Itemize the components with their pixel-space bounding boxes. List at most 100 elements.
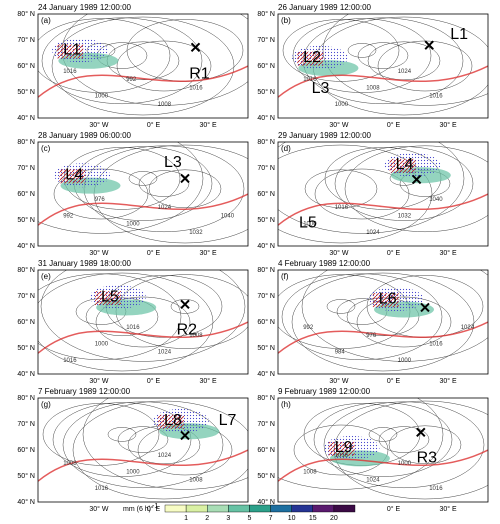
- lon-tick-label: 30° W: [89, 377, 109, 385]
- isobar: [291, 272, 475, 372]
- lon-tick-label: 30° W: [329, 377, 349, 385]
- panel-letter: (e): [41, 272, 51, 281]
- lat-tick-label: 80° N: [17, 10, 35, 18]
- front: [278, 321, 488, 354]
- feature-label: L4: [396, 156, 414, 173]
- feature-label: L7: [219, 412, 237, 429]
- panel-letter: (g): [41, 400, 51, 409]
- isobar: [148, 169, 222, 209]
- lon-tick-label: 0° E: [147, 505, 161, 513]
- lat-tick-label: 40° N: [257, 498, 275, 506]
- panel-date: 28 January 1989 06:00:00: [38, 131, 132, 140]
- feature-label: L6: [379, 290, 397, 307]
- lat-tick-label: 70° N: [257, 292, 275, 300]
- front: [38, 193, 248, 226]
- lat-tick-label: 80° N: [17, 266, 35, 274]
- lon-tick-label: 30° E: [439, 505, 457, 513]
- colorbar-tick-label: 15: [309, 515, 317, 522]
- map-layer: 1016 1000 1008 1024 1016: [278, 14, 488, 116]
- lon-tick-label: 0° E: [147, 249, 161, 257]
- site-cross: [190, 42, 201, 52]
- panel-date: 9 February 1989 12:00:00: [278, 387, 371, 396]
- contour-label: 1008: [303, 469, 317, 475]
- feature-label: L3: [312, 80, 330, 97]
- lat-tick-label: 50° N: [257, 472, 275, 480]
- contour-label: 1040: [429, 197, 443, 203]
- site-cross: [180, 173, 190, 184]
- isobar: [344, 145, 488, 233]
- feature-label: L8: [164, 412, 182, 429]
- lat-tick-label: 60° N: [17, 446, 35, 454]
- lat-tick-label: 70° N: [17, 420, 35, 428]
- hatch-area: [372, 293, 399, 308]
- isobar: [38, 18, 171, 93]
- feature-label: L1: [63, 42, 81, 59]
- contour-label: 992: [126, 77, 137, 83]
- lat-tick-label: 70° N: [257, 164, 275, 172]
- lon-tick-label: 0° E: [387, 505, 401, 513]
- contour-label: 1024: [398, 69, 412, 75]
- map-layer: 1000 1016 1024 1032 1040: [278, 142, 488, 244]
- site-cross: [180, 299, 190, 310]
- contour-label: 1016: [335, 453, 349, 459]
- contour-label: 1024: [158, 350, 172, 356]
- lon-tick-label: 0° E: [387, 121, 401, 129]
- contour-label: 1008: [63, 461, 77, 467]
- lon-tick-label: 30° E: [199, 121, 217, 129]
- map-layer: 1016 1000 992 1008 1016: [38, 14, 248, 116]
- contour-label: 1008: [189, 478, 203, 484]
- lon-tick-label: 30° W: [329, 121, 349, 129]
- lon-tick-label: 0° E: [147, 377, 161, 385]
- frame: [37, 13, 249, 119]
- panel: 1016 1000 1016 1024 1008 31 January 1989 18:0…: [17, 259, 249, 385]
- lat-tick-label: 50° N: [17, 216, 35, 224]
- lon-tick-label: 30° E: [439, 249, 457, 257]
- lat-tick-label: 80° N: [257, 138, 275, 146]
- lon-tick-label: 0° E: [147, 121, 161, 129]
- lat-tick-label: 70° N: [17, 164, 35, 172]
- lon-tick-label: 30° W: [89, 505, 109, 513]
- colorbar-swatch: [164, 504, 187, 513]
- map-bg: [38, 398, 248, 502]
- contour-label: 984: [335, 350, 346, 356]
- colorbar-tick-label: 3: [226, 515, 230, 522]
- hatch-area: [389, 158, 416, 173]
- feature-label: L9: [335, 439, 353, 456]
- panel-date: 24 January 1989 12:00:00: [38, 3, 132, 12]
- feature-label: R3: [417, 450, 438, 467]
- isobar: [334, 146, 474, 221]
- lat-tick-label: 60° N: [257, 190, 275, 198]
- colorbar-swatch: [249, 504, 271, 513]
- contour-label: 1000: [95, 94, 109, 100]
- isobar: [52, 402, 192, 477]
- contour-label: 1016: [95, 486, 109, 492]
- contour-label: 1016: [429, 486, 443, 492]
- isobar: [117, 426, 169, 453]
- lat-tick-label: 70° N: [17, 292, 35, 300]
- colorbar-tick-label: 2: [205, 515, 209, 522]
- isobar: [347, 43, 377, 58]
- colorbar-exponent: -1: [152, 503, 158, 510]
- isobar: [41, 17, 203, 105]
- map-bg: [278, 270, 488, 374]
- hatch-area: [57, 44, 84, 59]
- panel-letter: (f): [281, 272, 289, 281]
- lon-tick-label: 30° E: [199, 377, 217, 385]
- site-cross: [420, 302, 430, 313]
- colorbar-swatch: [228, 504, 250, 513]
- contour-label: 1000: [303, 222, 317, 228]
- frame: [37, 397, 249, 503]
- lat-tick-label: 50° N: [257, 344, 275, 352]
- isobar: [278, 142, 465, 234]
- map-layer: 1016 1000 1016 1024 1008: [38, 270, 248, 372]
- lon-tick-label: 0° E: [387, 249, 401, 257]
- colorbar-swatch: [333, 504, 356, 513]
- contour-label: 1016: [63, 358, 77, 364]
- panel-letter: (a): [41, 16, 51, 25]
- contour-label: 1024: [158, 205, 172, 211]
- isobar: [38, 273, 182, 361]
- feature-label: L5: [299, 214, 317, 231]
- contour-label: 1024: [158, 453, 172, 459]
- lon-tick-label: 30° W: [89, 249, 109, 257]
- contour-label: 1000: [398, 461, 412, 467]
